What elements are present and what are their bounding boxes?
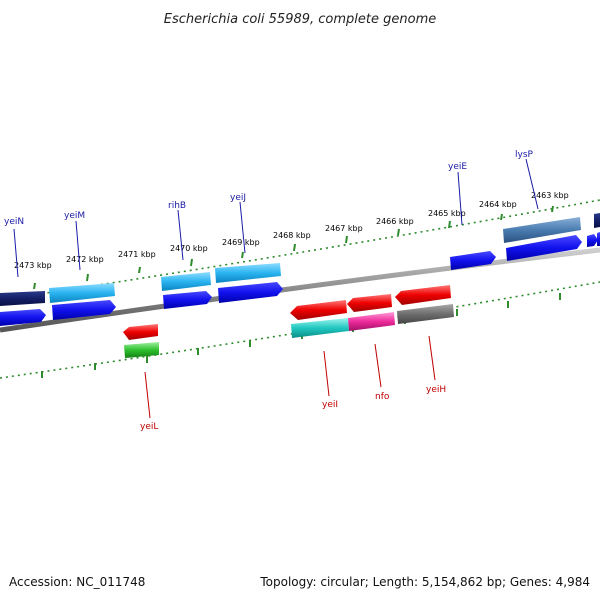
tick-label-2472: 2472 kbp bbox=[66, 255, 104, 264]
gene-label-yeiM[interactable]: yeiM bbox=[64, 211, 85, 221]
forward-tick-marks bbox=[33, 205, 554, 290]
gene-label-yeiI[interactable]: yeiI bbox=[322, 400, 338, 410]
reverse-gene-features bbox=[123, 285, 454, 358]
forward-gene-features bbox=[0, 213, 600, 326]
tick-label-2469: 2469 kbp bbox=[222, 238, 260, 247]
reverse-dotted-ring bbox=[0, 281, 600, 379]
tick-label-2465: 2465 kbp bbox=[428, 209, 466, 218]
tick-label-2468: 2468 kbp bbox=[273, 231, 311, 240]
tick-label-2470: 2470 kbp bbox=[170, 244, 208, 253]
gene-feature-yeiN[interactable] bbox=[0, 309, 46, 326]
gene-label-yeiE[interactable]: yeiE bbox=[448, 162, 467, 172]
gene-label-yeiH[interactable]: yeiH bbox=[426, 385, 446, 395]
accession-text: Accession: NC_011748 bbox=[9, 575, 145, 589]
forward-gene-labels: yeiN yeiM rihB yeiJ yeiE lysP bbox=[4, 150, 534, 227]
reverse-gene-labels: yeiL yeiI nfo yeiH bbox=[140, 385, 446, 432]
genome-backbone bbox=[0, 247, 600, 333]
gene-feature-yeiJ-outer[interactable] bbox=[215, 263, 281, 283]
gene-feature-yeiH-red[interactable] bbox=[395, 285, 451, 305]
tick-label-2464: 2464 kbp bbox=[479, 200, 517, 209]
scale-labels: 2473 kbp 2472 kbp 2471 kbp 2470 kbp 2469… bbox=[14, 191, 569, 270]
gene-feature-edge[interactable] bbox=[594, 213, 600, 228]
gene-feature-lysP-inner[interactable] bbox=[506, 235, 582, 261]
genome-summary-text: Topology: circular; Length: 5,154,862 bp… bbox=[259, 575, 590, 589]
gene-feature-yeiE[interactable] bbox=[450, 251, 496, 270]
forward-label-leaders bbox=[13, 158, 539, 278]
gene-label-lysP[interactable]: lysP bbox=[515, 150, 534, 160]
gene-label-yeiN[interactable]: yeiN bbox=[4, 217, 24, 227]
gene-feature-navy-left[interactable] bbox=[0, 291, 45, 306]
tick-label-2471: 2471 kbp bbox=[118, 250, 156, 259]
reverse-label-leaders bbox=[144, 335, 436, 419]
tick-label-2473: 2473 kbp bbox=[14, 261, 52, 270]
tick-label-2463: 2463 kbp bbox=[531, 191, 569, 200]
gene-feature-edge-arrow[interactable] bbox=[587, 234, 598, 247]
gene-feature-yeiM-inner[interactable] bbox=[52, 300, 116, 320]
gene-label-yeiL[interactable]: yeiL bbox=[140, 422, 158, 432]
gene-feature-yeiM[interactable] bbox=[49, 283, 115, 303]
gene-feature-yeiJ[interactable] bbox=[218, 282, 283, 303]
gene-feature-nfo[interactable] bbox=[348, 312, 395, 331]
gene-feature-yeiL[interactable] bbox=[123, 324, 158, 340]
gene-label-rihB[interactable]: rihB bbox=[168, 201, 186, 211]
gene-feature-rihB-inner[interactable] bbox=[163, 291, 212, 309]
gene-feature-nfo-red[interactable] bbox=[347, 294, 392, 312]
map-title: Escherichia coli 55989, complete genome bbox=[164, 12, 436, 27]
gene-feature-lysP[interactable] bbox=[503, 217, 581, 243]
gene-feature-edge-2[interactable] bbox=[597, 232, 600, 246]
gene-label-nfo[interactable]: nfo bbox=[375, 392, 390, 402]
gene-feature-yeiI-red[interactable] bbox=[290, 300, 347, 320]
tick-label-2466: 2466 kbp bbox=[376, 217, 414, 226]
gene-label-yeiJ[interactable]: yeiJ bbox=[230, 193, 246, 203]
gene-feature-yeiI[interactable] bbox=[291, 318, 349, 338]
gene-feature-rihB[interactable] bbox=[161, 272, 211, 291]
gene-feature-yeiH[interactable] bbox=[397, 304, 454, 324]
tick-label-2467: 2467 kbp bbox=[325, 224, 363, 233]
gene-feature-yeiL-green[interactable] bbox=[124, 342, 159, 358]
